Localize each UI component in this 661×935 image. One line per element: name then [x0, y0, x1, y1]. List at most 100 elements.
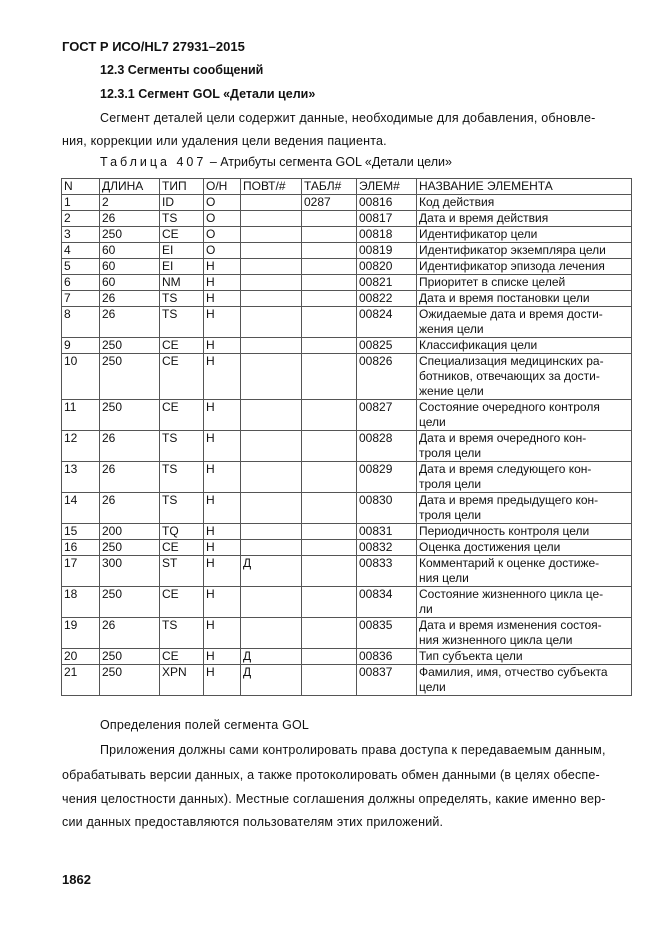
table-row: 14 26 TS Н 00830 Дата и время предыдущего кон…: [61, 492, 632, 524]
table-cell: 7: [61, 290, 100, 307]
table-cell: [301, 337, 357, 354]
table-row: 13 26 TS Н 00829 Дата и время следующего кон-…: [61, 461, 632, 493]
table-row: 12 26 TS Н 00828 Дата и время очередного кон-…: [61, 430, 632, 462]
table-cell: 13: [61, 461, 100, 493]
body-line: чения целостности данных). Местные согла…: [62, 792, 606, 806]
table-cell: Н: [203, 337, 241, 354]
table-cell: Н: [203, 290, 241, 307]
table-cell: TQ: [159, 523, 204, 540]
table-cell: 00819: [356, 242, 417, 259]
table-row: 20 250 CE Н Д 00836 Тип субъекта цели: [61, 648, 632, 665]
table-cell: 00835: [356, 617, 417, 649]
table-cell: Н: [203, 306, 241, 338]
table-cell: Н: [203, 258, 241, 275]
table-cell: Н: [203, 617, 241, 649]
table-cell: Н: [203, 430, 241, 462]
table-cell: Фамилия, имя, отчество субъекта цели: [416, 664, 632, 696]
table-cell: 00832: [356, 539, 417, 556]
table-cell: О: [203, 242, 241, 259]
table-cell: CE: [159, 539, 204, 556]
table-cell: 9: [61, 337, 100, 354]
table-cell: ID: [159, 194, 204, 211]
table-row: 11 250 CE Н 00827 Состояние очередного контро…: [61, 399, 632, 431]
table-cell: 00825: [356, 337, 417, 354]
table-cell: [240, 210, 302, 227]
subsection-heading: 12.3.1 Сегмент GOL «Детали цели»: [100, 87, 316, 101]
table-row: 21 250 XPN Н Д 00837 Фамилия, имя, отчество су…: [61, 664, 632, 696]
table-cell: [240, 539, 302, 556]
intro-paragraph-line: ния, коррекции или удаления цели ведения…: [62, 134, 387, 148]
table-cell: Дата и время следующего кон- троля цели: [416, 461, 632, 493]
table-cell: Н: [203, 461, 241, 493]
table-cell: [240, 399, 302, 431]
table-cell: 250: [99, 648, 160, 665]
table-cell: 00834: [356, 586, 417, 618]
table-cell: 00829: [356, 461, 417, 493]
table-cell: 250: [99, 586, 160, 618]
table-cell: 00828: [356, 430, 417, 462]
table-cell: Дата и время действия: [416, 210, 632, 227]
table-cell: [240, 353, 302, 400]
table-cell: [240, 617, 302, 649]
table-cell: Комментарий к оценке достиже- ния цели: [416, 555, 632, 587]
table-cell: 2: [99, 194, 160, 211]
table-cell: НАЗВАНИЕ ЭЛЕМЕНТА: [416, 178, 632, 195]
table-cell: Периодичность контроля цели: [416, 523, 632, 540]
table-cell: Д: [240, 648, 302, 665]
table-cell: Состояние очередного контроля цели: [416, 399, 632, 431]
table-cell: Дата и время постановки цели: [416, 290, 632, 307]
table-cell: Идентификатор цели: [416, 226, 632, 243]
table-cell: 26: [99, 430, 160, 462]
table-cell: 00837: [356, 664, 417, 696]
table-cell: 200: [99, 523, 160, 540]
table-cell: Дата и время предыдущего кон- троля цели: [416, 492, 632, 524]
table-cell: [301, 242, 357, 259]
table-row: 5 60 EI Н 00820 Идентификатор эпизода лечения: [61, 258, 632, 275]
table-cell: О/Н: [203, 178, 241, 195]
table-cell: 2: [61, 210, 100, 227]
table-row: 1 2 ID О 0287 00816 Код действия: [61, 194, 632, 211]
table-cell: [240, 242, 302, 259]
table-cell: ЭЛЕМ#: [356, 178, 417, 195]
table-cell: 60: [99, 258, 160, 275]
table-cell: [301, 430, 357, 462]
table-cell: Тип субъекта цели: [416, 648, 632, 665]
table-cell: 11: [61, 399, 100, 431]
table-row: 4 60 EI О 00819 Идентификатор экземпляра цели: [61, 242, 632, 259]
table-cell: [240, 430, 302, 462]
body-line: обрабатывать версии данных, а также прот…: [62, 768, 600, 782]
table-cell: 250: [99, 226, 160, 243]
table-cell: Н: [203, 664, 241, 696]
table-cell: 00836: [356, 648, 417, 665]
table-cell: 60: [99, 242, 160, 259]
table-cell: 250: [99, 539, 160, 556]
table-cell: 1: [61, 194, 100, 211]
section-heading: 12.3 Сегменты сообщений: [100, 63, 264, 77]
table-cell: [301, 461, 357, 493]
table-cell: Специализация медицинских ра- ботников, …: [416, 353, 632, 400]
table-cell: 00822: [356, 290, 417, 307]
table-cell: 300: [99, 555, 160, 587]
table-cell: 8: [61, 306, 100, 338]
table-cell: Идентификатор экземпляра цели: [416, 242, 632, 259]
table-cell: [240, 306, 302, 338]
table-cell: N: [61, 178, 100, 195]
table-cell: 0287: [301, 194, 357, 211]
table-cell: EI: [159, 258, 204, 275]
table-cell: 15: [61, 523, 100, 540]
table-cell: 250: [99, 399, 160, 431]
table-cell: [301, 617, 357, 649]
caption-text: – Атрибуты сегмента GOL «Детали цели»: [206, 155, 452, 169]
table-cell: 20: [61, 648, 100, 665]
table-cell: Н: [203, 399, 241, 431]
table-cell: [301, 226, 357, 243]
table-row: 3 250 CE О 00818 Идентификатор цели: [61, 226, 632, 243]
table-cell: [301, 258, 357, 275]
table-cell: CE: [159, 337, 204, 354]
table-cell: XPN: [159, 664, 204, 696]
table-cell: [240, 274, 302, 291]
table-cell: ПОВТ/#: [240, 178, 302, 195]
table-cell: Н: [203, 523, 241, 540]
body-line: сии данных предоставляются пользователям…: [62, 815, 444, 829]
table-cell: 26: [99, 617, 160, 649]
